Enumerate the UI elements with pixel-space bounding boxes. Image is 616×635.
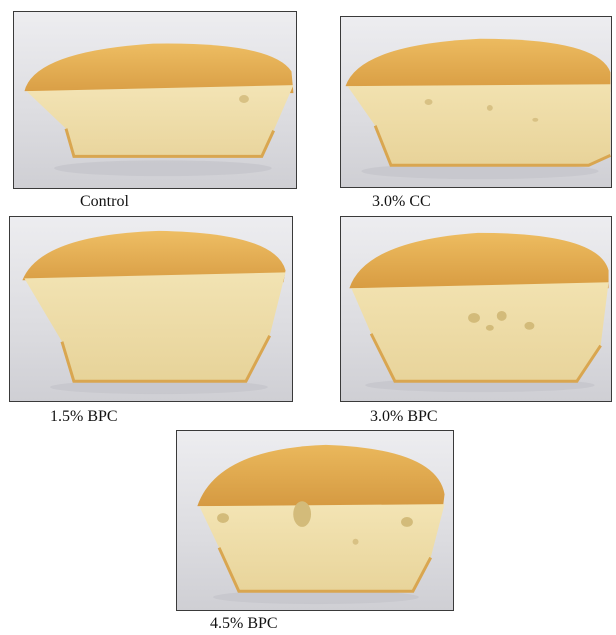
cake-photo-cc30	[340, 16, 612, 188]
caption-bpc30: 3.0% BPC	[370, 408, 438, 425]
cake-cross-section-control	[24, 43, 294, 177]
cake-cross-section-bpc45	[197, 444, 445, 605]
cake-photo-bpc15	[9, 216, 293, 402]
cake-photo-control	[13, 11, 297, 189]
caption-control: Control	[80, 193, 129, 210]
caption-bpc45: 4.5% BPC	[210, 615, 278, 632]
cake-photo-bpc45	[176, 430, 454, 611]
caption-cc30: 3.0% CC	[372, 193, 431, 210]
caption-bpc15: 1.5% BPC	[50, 408, 118, 425]
cake-cross-section-bpc30	[349, 232, 609, 393]
cake-cross-section-cc30	[345, 38, 611, 180]
cake-photo-bpc30	[340, 216, 612, 402]
cake-cross-section-bpc15	[22, 230, 286, 395]
